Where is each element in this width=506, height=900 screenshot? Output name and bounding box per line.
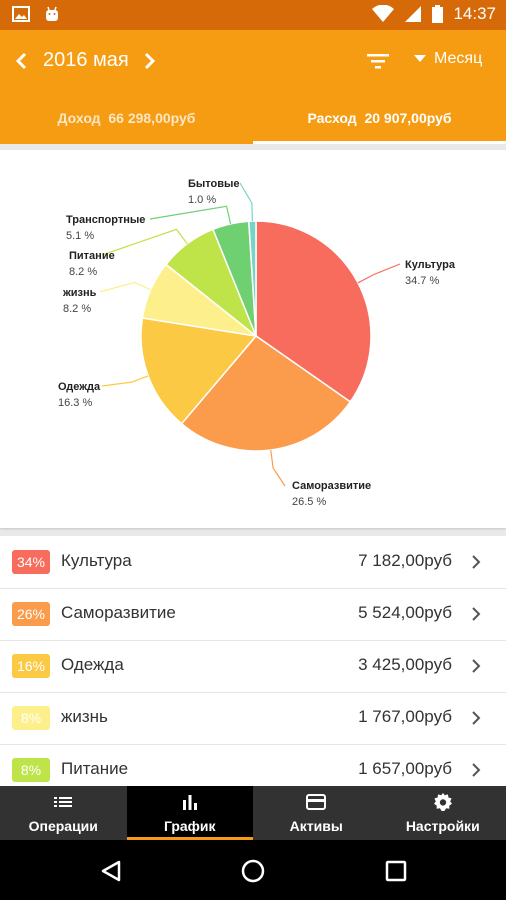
chevron-right-icon	[472, 711, 481, 725]
category-name: Саморазвитие	[61, 603, 176, 622]
current-date[interactable]: 2016 мая	[43, 49, 129, 71]
leader-line	[239, 182, 253, 222]
back-icon[interactable]	[100, 860, 122, 882]
chevron-right-icon	[472, 659, 481, 673]
category-amount: 1 767,00руб	[358, 707, 452, 726]
gear-icon	[433, 793, 452, 811]
android-icon	[46, 6, 58, 21]
percent-badge: 8%	[12, 758, 50, 782]
percent-badge: 26%	[12, 602, 50, 626]
list-item-culture[interactable]: 34% Культура 7 182,00руб	[0, 536, 506, 589]
period-label: Месяц	[434, 50, 483, 67]
pie-chart: Культура 34.7 % Саморазвитие 26.5 % Одежда 16…	[58, 178, 456, 508]
category-name: Питание	[61, 759, 129, 778]
nav-settings-label: Настройки	[405, 818, 480, 834]
chevron-right-icon	[472, 555, 481, 569]
filter-button[interactable]	[366, 50, 390, 72]
slice-name-label: Бытовые	[188, 178, 240, 190]
slice-percent-label: 5.1 %	[66, 230, 94, 242]
list-item-food[interactable]: 8% Питание 1 657,00руб	[0, 744, 506, 786]
recents-icon[interactable]	[385, 860, 407, 882]
bar-chart-icon	[182, 795, 197, 810]
nav-settings[interactable]: Настройки	[380, 786, 506, 840]
tab-expense[interactable]: Расход 20 907,00руб	[253, 92, 506, 144]
period-selector[interactable]: Месяц	[414, 50, 482, 68]
image-icon	[12, 6, 30, 22]
previous-month-button[interactable]	[10, 50, 32, 72]
list-item-life[interactable]: 8% жизнь 1 767,00руб	[0, 692, 506, 745]
slice-name-label: Питание	[69, 250, 115, 262]
slice-percent-label: 34.7 %	[405, 275, 439, 287]
status-bar: 14:37	[0, 0, 506, 30]
pie-slice[interactable]	[255, 220, 372, 403]
slice-percent-label: 26.5 %	[292, 496, 326, 508]
nav-operations-label: Операции	[28, 818, 98, 834]
chevron-right-icon	[144, 52, 156, 70]
slice-percent-label: 1.0 %	[188, 194, 216, 206]
status-time: 14:37	[453, 4, 496, 23]
pie-chart-card: Культура 34.7 % Саморазвитие 26.5 % Одежда 16…	[0, 150, 506, 528]
leader-line	[357, 263, 401, 284]
category-list: 34% Культура 7 182,00руб 26% Саморазвити…	[0, 536, 506, 786]
tab-expense-label: Расход	[307, 110, 357, 126]
slice-name-label: жизнь	[62, 287, 97, 299]
chevron-right-icon	[472, 607, 481, 621]
percent-badge: 34%	[12, 550, 50, 574]
next-month-button[interactable]	[139, 50, 161, 72]
home-icon[interactable]	[241, 859, 265, 883]
category-name: жизнь	[61, 707, 108, 726]
card-icon	[306, 794, 327, 810]
category-amount: 3 425,00руб	[358, 655, 452, 674]
system-navigation-bar	[0, 840, 506, 900]
percent-badge: 16%	[12, 654, 50, 678]
tab-expense-amount: 20 907,00руб	[364, 110, 452, 126]
dropdown-arrow-icon	[414, 55, 426, 62]
signal-icon	[405, 6, 422, 22]
leader-line	[270, 449, 286, 487]
list-item-clothing[interactable]: 16% Одежда 3 425,00руб	[0, 640, 506, 693]
slice-name-label: Саморазвитие	[292, 480, 371, 492]
category-amount: 5 524,00руб	[358, 603, 452, 622]
nav-operations[interactable]: Операции	[0, 786, 127, 840]
slice-name-label: Транспортные	[66, 214, 145, 226]
chevron-left-icon	[15, 52, 27, 70]
chevron-right-icon	[472, 763, 481, 777]
leader-line	[149, 205, 232, 224]
wifi-icon	[372, 5, 395, 22]
leader-line	[101, 228, 188, 256]
percent-badge: 8%	[12, 706, 50, 730]
list-icon	[54, 797, 73, 807]
slice-name-label: Одежда	[58, 381, 101, 393]
slice-percent-label: 8.2 %	[69, 266, 97, 278]
app-bar: 2016 мая Месяц Доход 66 298,00руб Расход…	[0, 30, 506, 144]
leader-line	[99, 281, 151, 293]
category-amount: 7 182,00руб	[358, 551, 452, 570]
category-amount: 1 657,00руб	[358, 759, 452, 778]
category-name: Одежда	[61, 655, 124, 674]
nav-chart[interactable]: График	[126, 786, 253, 840]
slice-name-label: Культура	[405, 259, 456, 271]
nav-assets-label: Активы	[289, 818, 343, 834]
nav-chart-label: График	[163, 818, 216, 834]
pie-slice[interactable]	[140, 317, 258, 425]
tab-income-label: Доход	[57, 110, 101, 126]
leader-line	[101, 375, 149, 387]
pie-slice[interactable]	[180, 334, 352, 452]
battery-icon	[432, 5, 444, 23]
tab-income[interactable]: Доход 66 298,00руб	[0, 92, 253, 144]
bottom-navigation: Операции График Активы Настройки	[0, 786, 506, 840]
list-item-self-development[interactable]: 26% Саморазвитие 5 524,00руб	[0, 588, 506, 641]
nav-assets[interactable]: Активы	[253, 786, 380, 840]
filter-icon	[367, 54, 389, 69]
slice-percent-label: 16.3 %	[58, 397, 92, 409]
category-name: Культура	[61, 551, 132, 570]
slice-percent-label: 8.2 %	[63, 303, 91, 315]
tab-income-amount: 66 298,00руб	[108, 110, 196, 126]
